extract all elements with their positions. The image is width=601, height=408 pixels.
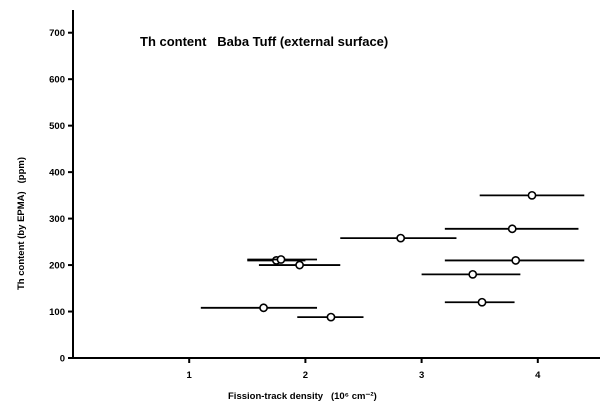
data-point bbox=[396, 233, 406, 243]
chart-title: Th content Baba Tuff (external surface) bbox=[140, 34, 388, 49]
y-tick-label: 0 bbox=[60, 354, 65, 365]
data-point bbox=[468, 269, 478, 279]
y-tick-label: 200 bbox=[49, 261, 65, 272]
x-tick-label: 3 bbox=[419, 370, 424, 381]
x-axis: 1 2 3 4 bbox=[187, 358, 541, 381]
data-point bbox=[276, 255, 286, 264]
x-tick-label: 2 bbox=[303, 370, 308, 381]
data-point bbox=[326, 312, 336, 322]
y-tick-label: 500 bbox=[49, 121, 65, 132]
y-tick-label: 400 bbox=[49, 168, 65, 179]
data-point bbox=[259, 303, 268, 313]
data-point bbox=[295, 260, 304, 270]
y-axis: 0 100 200 300 400 500 600 700 bbox=[49, 28, 73, 365]
y-tick-label: 700 bbox=[49, 28, 65, 39]
x-tick-label: 1 bbox=[187, 370, 193, 381]
y-tick-label: 100 bbox=[49, 307, 65, 318]
y-tick-label: 300 bbox=[49, 214, 65, 225]
data-point bbox=[511, 256, 521, 265]
y-axis-label: Th content (by EPMA) (ppm) bbox=[16, 157, 27, 290]
data-point bbox=[527, 190, 537, 200]
data-point bbox=[507, 224, 517, 234]
x-axis-label: Fission-track density (10⁶ cm⁻²) bbox=[228, 391, 377, 402]
y-tick-label: 600 bbox=[49, 75, 65, 86]
x-tick-label: 4 bbox=[535, 370, 541, 381]
data-series bbox=[200, 190, 585, 322]
data-point bbox=[477, 297, 487, 307]
